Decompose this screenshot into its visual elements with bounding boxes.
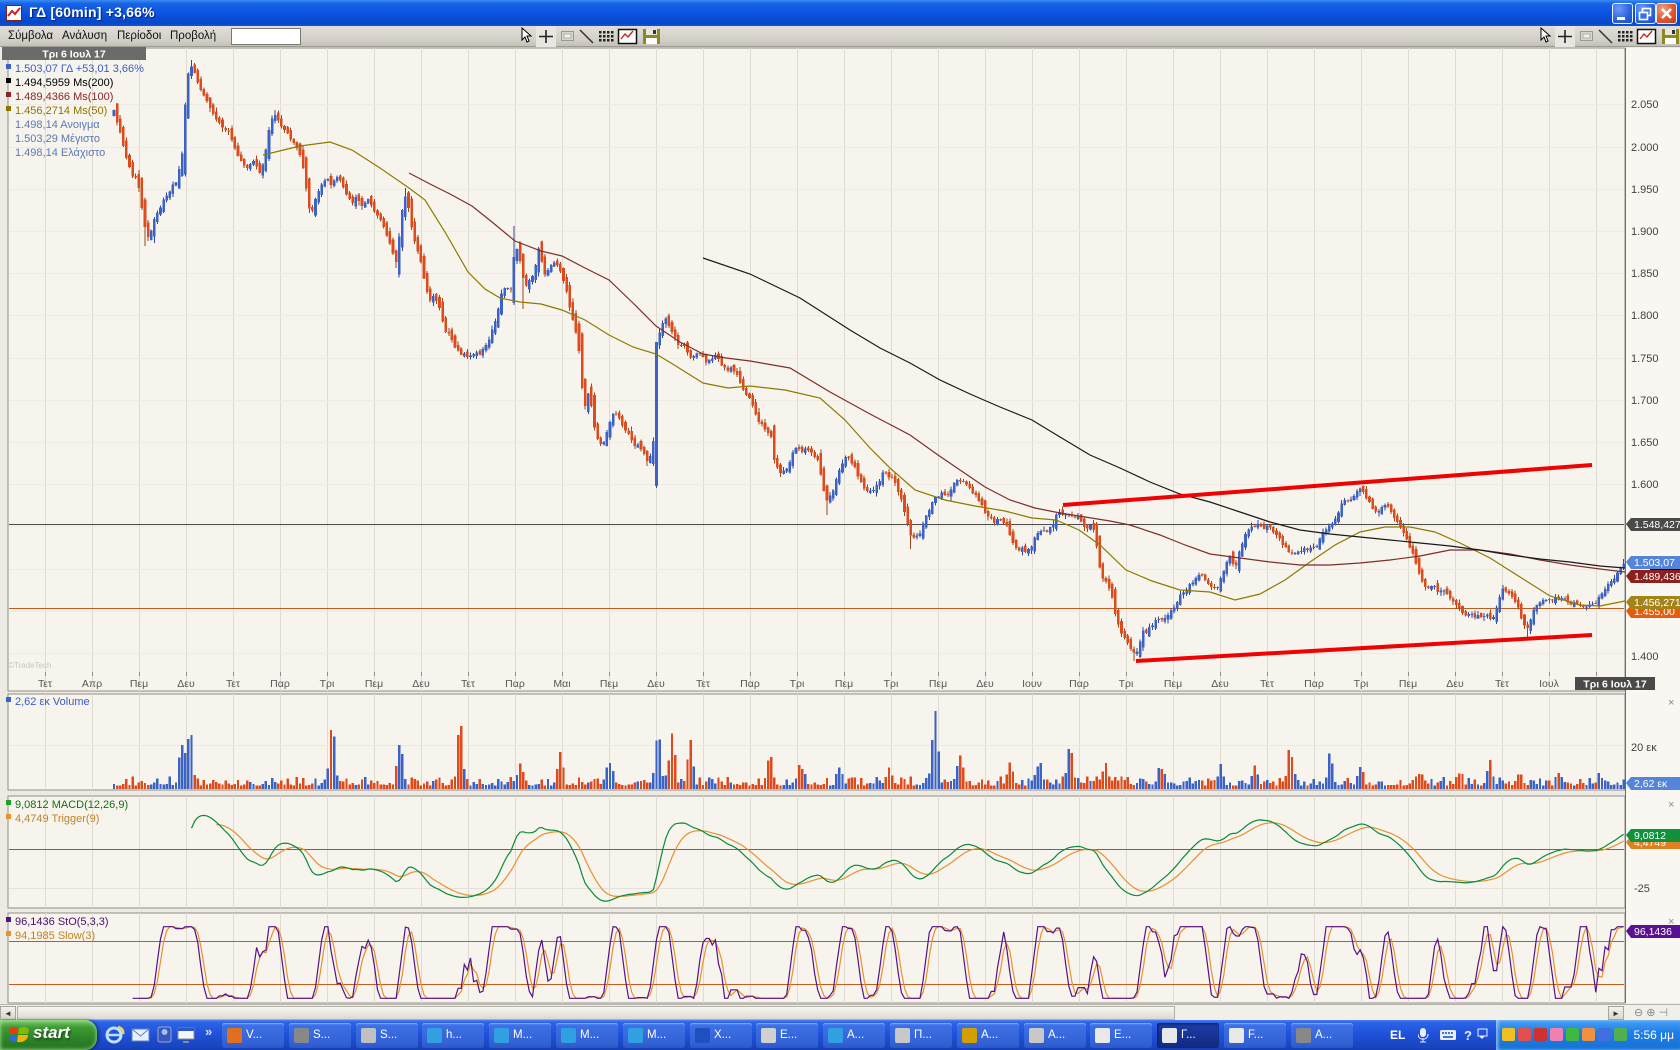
svg-text:Τρι 6 Ιουλ 17: Τρι 6 Ιουλ 17	[42, 49, 106, 61]
svg-text:9,0812 MACD(12,26,9): 9,0812 MACD(12,26,9)	[15, 799, 128, 811]
svg-text:1.503,07 ΓΔ +53,01 3,66%: 1.503,07 ΓΔ +53,01 3,66%	[15, 63, 144, 75]
svg-text:Τετ: Τετ	[696, 678, 711, 690]
svg-text:1.800: 1.800	[1631, 310, 1659, 322]
svg-text:Τρι: Τρι	[884, 678, 899, 690]
svg-text:96,1436: 96,1436	[1634, 926, 1672, 938]
svg-text:1.600: 1.600	[1631, 479, 1659, 491]
svg-text:Παρ: Παρ	[1304, 678, 1324, 690]
svg-text:Δευ: Δευ	[412, 678, 430, 690]
svg-text:Τρι 6 Ιουλ 17: Τρι 6 Ιουλ 17	[1583, 679, 1647, 691]
svg-text:2.050: 2.050	[1631, 99, 1659, 111]
svg-text:1.700: 1.700	[1631, 395, 1659, 407]
svg-text:20 εκ: 20 εκ	[1631, 742, 1657, 754]
svg-text:Ιουλ: Ιουλ	[1539, 678, 1559, 690]
svg-text:Πεμ: Πεμ	[929, 678, 947, 690]
svg-text:Τρι: Τρι	[1119, 678, 1134, 690]
svg-text:1.498,14 Ανοιγμα: 1.498,14 Ανοιγμα	[15, 119, 100, 131]
svg-text:1.456,271: 1.456,271	[1634, 597, 1680, 609]
svg-text:Πεμ: Πεμ	[365, 678, 383, 690]
svg-text:Πεμ: Πεμ	[130, 678, 148, 690]
svg-text:-25: -25	[1634, 883, 1650, 895]
svg-text:1.850: 1.850	[1631, 268, 1659, 280]
svg-text:1.900: 1.900	[1631, 226, 1659, 238]
svg-text:Τετ: Τετ	[1495, 678, 1510, 690]
svg-text:1.498,14 Ελάχιστο: 1.498,14 Ελάχιστο	[15, 147, 105, 159]
svg-text:2,62 εκ Volume: 2,62 εκ Volume	[15, 696, 90, 708]
svg-text:Παρ: Παρ	[740, 678, 760, 690]
svg-text:4,4749 Trigger(9): 4,4749 Trigger(9)	[15, 813, 99, 825]
svg-text:Παρ: Παρ	[1069, 678, 1089, 690]
svg-text:Πεμ: Πεμ	[1399, 678, 1417, 690]
svg-text:1.400: 1.400	[1631, 651, 1659, 663]
svg-text:Μαι: Μαι	[553, 678, 571, 690]
svg-text:Τρι: Τρι	[320, 678, 335, 690]
svg-text:96,1436 StO(5,3,3): 96,1436 StO(5,3,3)	[15, 916, 109, 928]
svg-text:1.503,07: 1.503,07	[1634, 557, 1675, 569]
svg-text:Δευ: Δευ	[177, 678, 195, 690]
svg-text:1.494,5959 Ms(200): 1.494,5959 Ms(200)	[15, 77, 113, 89]
svg-text:?: ?	[1464, 1028, 1472, 1043]
svg-text:Ιουν: Ιουν	[1022, 678, 1042, 690]
svg-text:Δευ: Δευ	[1446, 678, 1464, 690]
svg-text:×: ×	[1668, 916, 1674, 928]
svg-text:Πεμ: Πεμ	[1164, 678, 1182, 690]
svg-text:Απρ: Απρ	[82, 678, 102, 690]
svg-text:Τετ: Τετ	[1260, 678, 1275, 690]
svg-text:Δευ: Δευ	[647, 678, 665, 690]
svg-text:2,62 εκ: 2,62 εκ	[1634, 778, 1668, 790]
svg-text:Πεμ: Πεμ	[600, 678, 618, 690]
svg-text:9,0812: 9,0812	[1634, 830, 1666, 842]
svg-text:94,1985 Slow(3): 94,1985 Slow(3)	[15, 930, 95, 942]
svg-text:1.750: 1.750	[1631, 353, 1659, 365]
svg-text:1.456,2714 Ms(50): 1.456,2714 Ms(50)	[15, 105, 107, 117]
svg-text:Παρ: Παρ	[270, 678, 290, 690]
svg-text:Τετ: Τετ	[38, 678, 53, 690]
svg-text:×: ×	[1668, 799, 1674, 811]
svg-text:1.489,436: 1.489,436	[1634, 571, 1680, 583]
svg-text:Δευ: Δευ	[976, 678, 994, 690]
svg-text:Τρι: Τρι	[1354, 678, 1369, 690]
svg-text:1.503,29 Μέγιστο: 1.503,29 Μέγιστο	[15, 133, 100, 145]
svg-text:Δευ: Δευ	[1211, 678, 1229, 690]
svg-text:Τετ: Τετ	[461, 678, 476, 690]
svg-text:×: ×	[1668, 697, 1674, 709]
svg-text:1.950: 1.950	[1631, 184, 1659, 196]
svg-text:Πεμ: Πεμ	[835, 678, 853, 690]
svg-text:1.489,4366 Ms(100): 1.489,4366 Ms(100)	[15, 91, 113, 103]
svg-text:©TradeTech: ©TradeTech	[8, 661, 51, 670]
svg-text:Τρι: Τρι	[790, 678, 805, 690]
svg-text:1.650: 1.650	[1631, 437, 1659, 449]
svg-text:1.548,427: 1.548,427	[1634, 519, 1680, 531]
svg-text:2.000: 2.000	[1631, 142, 1659, 154]
svg-text:Παρ: Παρ	[505, 678, 525, 690]
svg-text:Τετ: Τετ	[226, 678, 241, 690]
